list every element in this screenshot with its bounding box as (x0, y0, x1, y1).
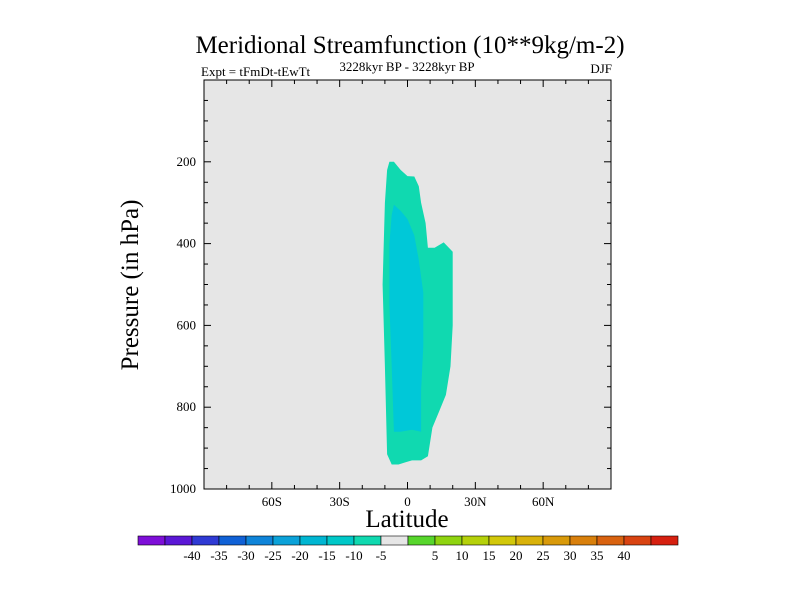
x-tick-label: 60N (532, 494, 555, 509)
colorbar-label: -30 (237, 548, 254, 563)
colorbar: -40 -35 -30 -25 -20 -15 -10 -5 5 10 15 20 25 30 35 40 (137, 535, 679, 563)
colorbar-swatch (434, 535, 463, 546)
colorbar-label: 15 (483, 548, 496, 563)
colorbar-swatch (569, 535, 598, 546)
y-tick-label: 1000 (170, 481, 196, 496)
colorbar-swatch (650, 535, 679, 546)
x-tick-label: 0 (404, 494, 411, 509)
colorbar-swatch (380, 535, 409, 546)
x-tick-label: 30S (330, 494, 350, 509)
colorbar-label: -25 (264, 548, 281, 563)
season-label: DJF (590, 61, 612, 76)
colorbar-label: 40 (618, 548, 631, 563)
y-tick-label: 600 (177, 317, 197, 332)
colorbar-label: -40 (183, 548, 200, 563)
colorbar-swatch (299, 535, 328, 546)
colorbar-label: -10 (345, 548, 362, 563)
colorbar-swatch (461, 535, 490, 546)
colorbar-swatch (515, 535, 544, 546)
colorbar-swatch (164, 535, 193, 546)
colorbar-label: 5 (432, 548, 439, 563)
colorbar-swatch (407, 535, 436, 546)
y-tick-label: 800 (177, 399, 197, 414)
colorbar-swatch (488, 535, 517, 546)
colorbar-label: -35 (210, 548, 227, 563)
time-range-label: 3228kyr BP - 3228kyr BP (339, 59, 474, 74)
colorbar-label: -5 (376, 548, 387, 563)
colorbar-swatch (326, 535, 355, 546)
experiment-label: Expt = tFmDt-tEwTt (201, 64, 311, 79)
y-axis-title: Pressure (in hPa) (117, 200, 144, 371)
y-tick-label: 200 (177, 154, 197, 169)
y-tick-label: 400 (177, 236, 197, 251)
colorbar-label: 10 (456, 548, 469, 563)
x-axis-title: Latitude (365, 506, 448, 533)
contour-layer (382, 161, 453, 465)
colorbar-label: 30 (564, 548, 577, 563)
colorbar-swatch (218, 535, 247, 546)
colorbar-swatch (596, 535, 625, 546)
colorbar-swatch (542, 535, 571, 546)
x-tick-label: 30N (464, 494, 487, 509)
chart-title: Meridional Streamfunction (10**9kg/m-2) (195, 32, 624, 59)
colorbar-swatch (245, 535, 274, 546)
colorbar-label: 25 (537, 548, 550, 563)
contour-region-1 (389, 204, 424, 432)
colorbar-swatch (623, 535, 652, 546)
colorbar-swatch (272, 535, 301, 546)
axis-ticks: 60S 30S 0 30N 60N 200 400 600 800 1000 (170, 80, 611, 509)
colorbar-swatch (191, 535, 220, 546)
x-tick-label: 60S (262, 494, 282, 509)
colorbar-swatch (137, 535, 166, 546)
colorbar-label: -15 (318, 548, 335, 563)
colorbar-label: -20 (291, 548, 308, 563)
colorbar-label: 20 (510, 548, 523, 563)
plot-frame (203, 79, 612, 490)
colorbar-swatch (353, 535, 382, 546)
colorbar-label: 35 (591, 548, 604, 563)
